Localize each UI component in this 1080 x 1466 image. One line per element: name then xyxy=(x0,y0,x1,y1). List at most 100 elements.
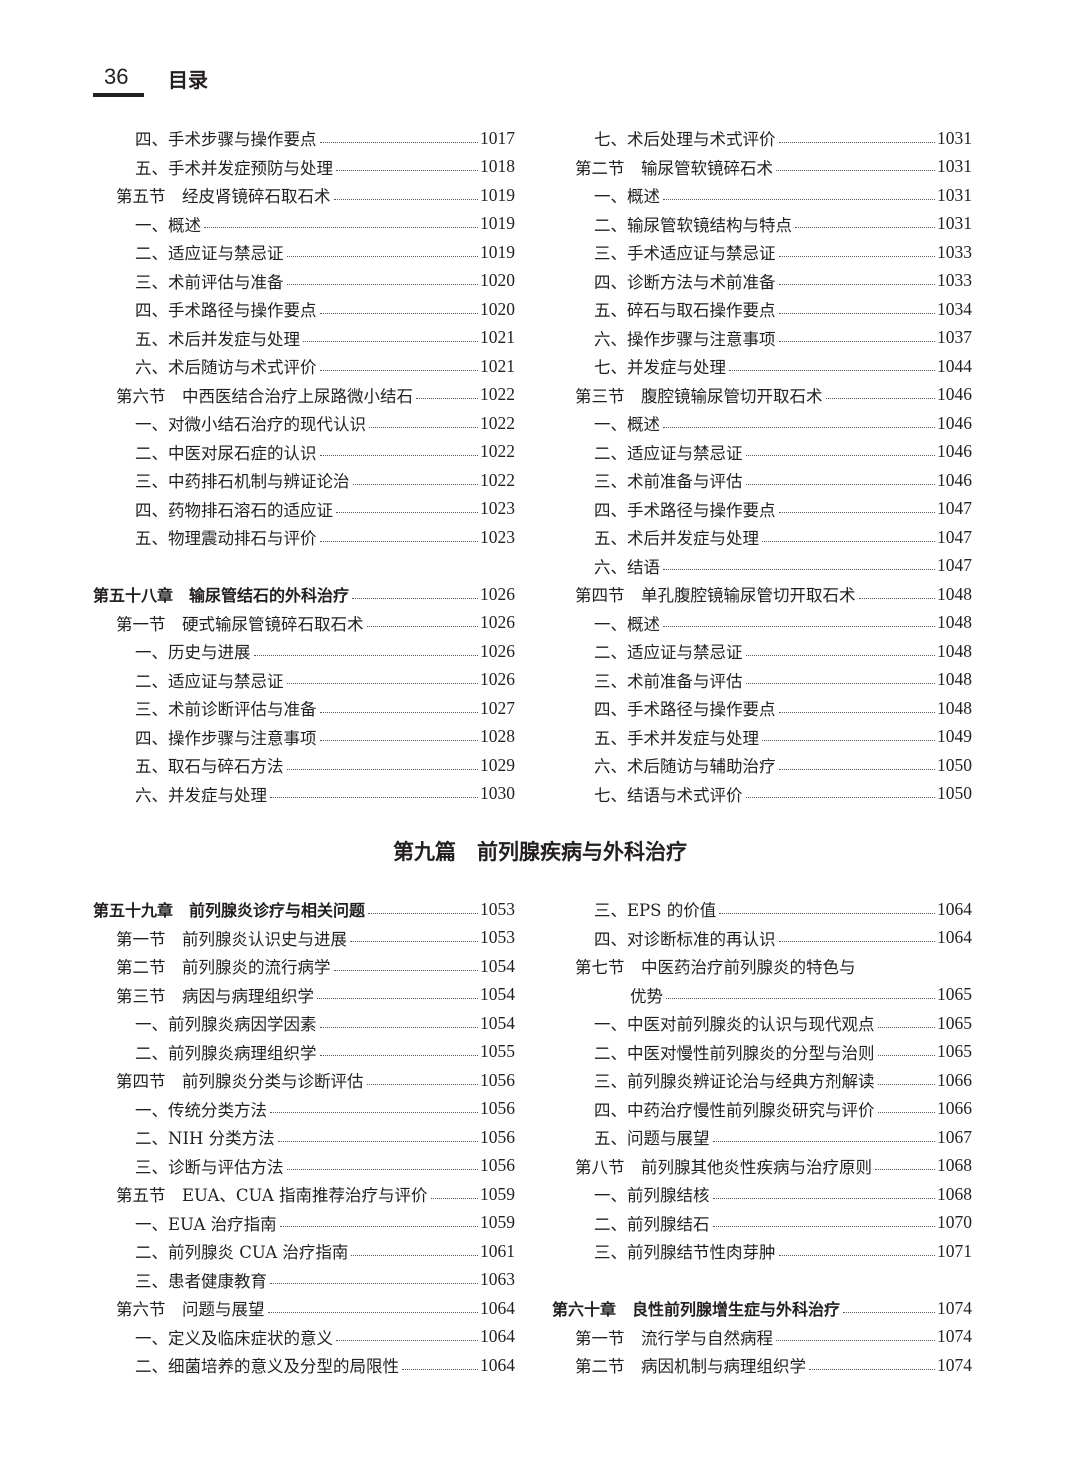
toc-entry-item: 三、患者健康教育 1063 xyxy=(93,1266,515,1295)
dot-leader xyxy=(877,1112,935,1114)
entry-page-number: 1023 xyxy=(480,526,515,547)
entry-page-number: 1026 xyxy=(480,640,515,661)
entry-title: 六、并发症与处理 xyxy=(135,785,267,805)
dot-leader xyxy=(663,569,935,571)
entry-title: 第一节 前列腺炎认识史与进展 xyxy=(116,929,347,949)
dot-leader xyxy=(333,969,478,971)
entry-page-number: 1019 xyxy=(480,184,515,205)
toc-entry-section: 第五节 EUA、CUA 指南推荐治疗与评价 1059 xyxy=(93,1180,515,1209)
entry-title: 五、取石与碎石方法 xyxy=(135,757,284,777)
entry-title: 五、术后并发症与处理 xyxy=(594,529,759,549)
entry-page-number: 1021 xyxy=(480,355,515,376)
dot-leader xyxy=(858,597,935,599)
dot-leader xyxy=(270,1283,478,1285)
entry-page-number: 1068 xyxy=(937,1155,972,1176)
toc-entry-item: 一、概述 1046 xyxy=(552,409,972,438)
toc-entry-item: 二、前列腺炎病理组织学 1055 xyxy=(93,1038,515,1067)
entry-title: 四、手术路径与操作要点 xyxy=(594,500,776,520)
entry-page-number: 1030 xyxy=(480,783,515,804)
toc-entry-item: 七、结语与术式评价 1050 xyxy=(552,780,972,809)
dot-leader xyxy=(712,1197,935,1199)
entry-title: 二、中医对尿石症的认识 xyxy=(135,443,317,463)
entry-page-number: 1031 xyxy=(937,184,972,205)
dot-leader xyxy=(430,1197,478,1199)
dot-leader xyxy=(745,683,935,685)
entry-title: 优势 xyxy=(630,986,663,1006)
entry-title: 三、患者健康教育 xyxy=(135,1271,267,1291)
entry-title: 一、对微小结石治疗的现代认识 xyxy=(135,415,366,435)
entry-title: 三、中药排石机制与辨证论治 xyxy=(135,472,350,492)
dot-leader xyxy=(745,654,935,656)
dot-leader xyxy=(368,912,478,914)
entry-page-number: 1033 xyxy=(937,270,972,291)
entry-title: 三、EPS 的价值 xyxy=(594,901,717,921)
entry-page-number: 1031 xyxy=(937,156,972,177)
toc-column-bottom-right: 三、EPS 的价值 1064 四、对诊断标准的再认识 1064 第七节 中医药治疗前列腺… xyxy=(552,895,972,1380)
entry-page-number: 1048 xyxy=(937,697,972,718)
dot-leader xyxy=(319,540,478,542)
entry-title: 一、历史与进展 xyxy=(135,643,251,663)
entry-page-number: 1047 xyxy=(937,555,972,576)
toc-entry-section: 第二节 前列腺炎的流行病学 1054 xyxy=(93,952,515,981)
entry-page-number: 1026 xyxy=(480,612,515,633)
entry-title: 五、手术并发症预防与处理 xyxy=(135,158,333,178)
toc-entry-section: 第一节 硬式输尿管镜碎石取石术 1026 xyxy=(93,609,515,638)
entry-page-number: 1022 xyxy=(480,384,515,405)
dot-leader xyxy=(712,1226,935,1228)
entry-page-number: 1022 xyxy=(480,412,515,433)
entry-page-number: 1037 xyxy=(937,327,972,348)
entry-page-number: 1070 xyxy=(937,1212,972,1233)
entry-page-number: 1031 xyxy=(937,213,972,234)
entry-title: 第三节 腹腔镜输尿管切开取石术 xyxy=(575,386,823,406)
entry-title: 第二节 输尿管软镜碎石术 xyxy=(575,158,773,178)
spacer xyxy=(552,1266,972,1295)
toc-entry-item: 一、概述 1019 xyxy=(93,210,515,239)
entry-page-number: 1054 xyxy=(480,984,515,1005)
entry-title: 一、前列腺结核 xyxy=(594,1186,710,1206)
toc-entry-item: 五、术后并发症与处理 1021 xyxy=(93,324,515,353)
entry-title: 二、前列腺结石 xyxy=(594,1214,710,1234)
dot-leader xyxy=(366,1083,478,1085)
dot-leader xyxy=(416,398,478,400)
entry-title: 五、术后并发症与处理 xyxy=(135,329,300,349)
dot-leader xyxy=(778,711,935,713)
toc-entry-item: 四、中药治疗慢性前列腺炎研究与评价 1066 xyxy=(552,1095,972,1124)
toc-entry-chapter: 第五十九章 前列腺炎诊疗与相关问题 1053 xyxy=(93,895,515,924)
toc-entry-item: 一、传统分类方法 1056 xyxy=(93,1095,515,1124)
dot-leader xyxy=(663,198,935,200)
entry-title: 七、并发症与处理 xyxy=(594,358,726,378)
dot-leader xyxy=(366,626,478,628)
toc-entry-item: 三、EPS 的价值 1064 xyxy=(552,895,972,924)
dot-leader xyxy=(402,1368,478,1370)
page-number: 36 xyxy=(104,64,129,89)
entry-page-number: 1053 xyxy=(480,898,515,919)
entry-page-number: 1031 xyxy=(937,127,972,148)
toc-entry-section: 第四节 单孔腹腔镜输尿管切开取石术 1048 xyxy=(552,580,972,609)
entry-page-number: 1064 xyxy=(937,927,972,948)
toc-entry-item: 二、中医对慢性前列腺炎的分型与治则 1065 xyxy=(552,1038,972,1067)
entry-title: 五、物理震动排石与评价 xyxy=(135,529,317,549)
toc-entry-chapter: 第六十章 良性前列腺增生症与外科治疗 1074 xyxy=(552,1294,972,1323)
header-rule xyxy=(93,93,144,97)
entry-title: 六、结语 xyxy=(594,557,660,577)
toc-entry-item: 三、中药排石机制与辨证论治 1022 xyxy=(93,466,515,495)
toc-entry-item: 三、术前准备与评估 1046 xyxy=(552,466,972,495)
entry-title: 第七节 中医药治疗前列腺炎的特色与 xyxy=(575,958,856,978)
dot-leader xyxy=(319,711,478,713)
entry-title: 四、手术步骤与操作要点 xyxy=(135,130,317,150)
entry-page-number: 1053 xyxy=(480,927,515,948)
toc-entry-section: 第五节 经皮肾镜碎石取石术 1019 xyxy=(93,181,515,210)
toc-entry-item: 四、药物排石溶石的适应证 1023 xyxy=(93,495,515,524)
entry-title: 第一节 流行学与自然病程 xyxy=(575,1328,773,1348)
entry-page-number: 1018 xyxy=(480,156,515,177)
entry-title: 第六节 问题与展望 xyxy=(116,1300,265,1320)
dot-leader xyxy=(778,941,935,943)
toc-entry-section: 第二节 病因机制与病理组织学 1074 xyxy=(552,1351,972,1380)
toc-entry-item: 一、对微小结石治疗的现代认识 1022 xyxy=(93,409,515,438)
entry-page-number: 1055 xyxy=(480,1041,515,1062)
toc-entry-item: 五、手术并发症与处理 1049 xyxy=(552,723,972,752)
entry-title: 三、手术适应证与禁忌证 xyxy=(594,244,776,264)
entry-page-number: 1074 xyxy=(937,1354,972,1375)
toc-entry-item: 一、前列腺结核 1068 xyxy=(552,1180,972,1209)
entry-title: 三、前列腺结节性肉芽肿 xyxy=(594,1243,776,1263)
